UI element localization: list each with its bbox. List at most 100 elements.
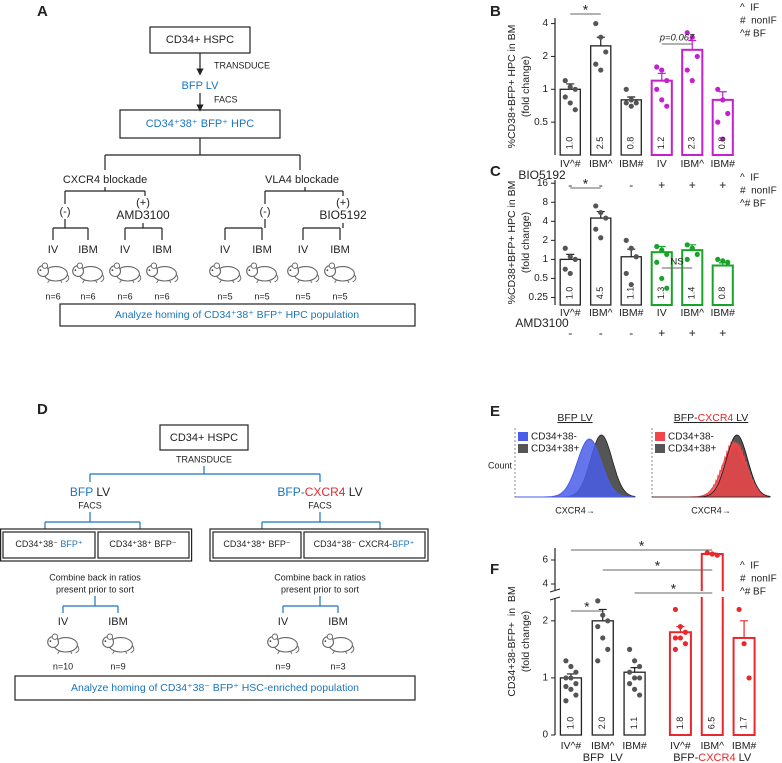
data-point [626,646,633,652]
treated-label: (+) [336,197,350,209]
label-part: LV [733,412,748,424]
node-label: CD34+ HSPC [166,34,234,46]
data-point [682,641,689,647]
data-point [654,259,660,265]
y-tick-label: 0.5 [534,273,548,284]
data-point [605,646,611,652]
treatment-sign: - [568,178,572,192]
significance-label: * [583,176,589,192]
label-part: BFP⁺ [392,539,415,549]
value-label: 6.5 [707,717,717,730]
legend-note: ^# BF [740,199,766,210]
significance-label: * [655,558,661,574]
data-point [605,618,611,624]
mouse-icon [109,262,142,283]
label: CD34⁺38⁻ BFP⁺ [15,539,83,549]
label-part: LV [736,752,752,763]
data-point [689,245,695,251]
label-part: CD34⁺38⁺ BFP⁻ [109,539,177,549]
n-label: n=5 [332,291,347,301]
mouse-icon [246,262,279,283]
data-point [603,215,609,221]
drug-label: AMD3100 [116,208,170,222]
y-tick-label: 16 [537,178,549,189]
y-tick-label: 8 [542,197,548,208]
data-point [563,658,569,664]
data-point [654,86,660,92]
legend-swatch [518,432,528,441]
data-point [746,675,752,681]
data-point [659,275,665,282]
data-point [633,100,639,106]
n-label: n=6 [45,291,60,301]
label-part: BFP- [277,485,304,499]
x-tick-label: IBM^ [680,158,704,170]
data-point [595,623,601,630]
label-part: BFP LV [557,412,592,424]
value-label: 0.8 [717,137,727,150]
control-label: (-) [60,206,71,218]
data-point [568,663,574,670]
data-point [567,100,573,106]
sort-group [0,528,193,562]
data-point [628,245,634,251]
label: BFP-CXCR4 LV [673,752,752,763]
diagram-a: CD34+ HSPC TRANSDUCE BFP LV FACS CD34⁺38… [52,26,416,327]
data-point [595,598,601,604]
data-point [709,551,715,557]
data-point [633,254,639,260]
data-point [567,270,573,277]
n-label: n=3 [330,661,345,671]
mouse-icon [146,262,179,283]
y-tick-label: 4 [542,18,548,29]
arm-label: VLA4 blockade [265,174,339,186]
data-point [741,641,747,647]
treatment-sign: - [599,326,603,340]
x-tick-label: IBM# [619,307,644,319]
data-point [689,34,695,40]
data-point [572,256,578,262]
x-tick-label: IV^# [561,740,582,752]
sort-box [2,531,96,559]
route-label: IBM [252,244,272,256]
significance-label: NS [670,257,683,268]
x-tick-label: IBM# [732,740,757,752]
panel-letter: B [490,3,501,20]
y-tick-label: 2 [542,615,548,626]
data-point [720,97,726,103]
node-label: CD34+ HSPC [170,432,238,444]
data-point [684,67,690,73]
mouse-icon [37,262,70,283]
data-point [715,256,721,262]
data-point [623,86,629,92]
combine-label: Combine back in ratios [274,572,366,582]
label-part: BFP LV [583,752,624,763]
data-point [623,237,629,243]
data-point [725,110,731,117]
data-point [704,550,710,556]
value-label: 1.8 [675,717,685,730]
sort-box [212,531,302,559]
x-tick-label: IBM^ [589,158,613,170]
y-axis-label: %CD38+BFP+ HPC in BM [506,25,518,149]
error-bar [740,620,749,638]
histogram-xlabel: CXCR4→ [555,505,595,515]
x-tick-label: IBM^ [680,307,704,319]
data-point [563,698,569,704]
label-part: BFP- [673,752,698,763]
legend-swatch [655,432,665,441]
label-part: BFP⁺ [60,539,83,549]
y-tick-label: 6 [542,555,548,566]
y-tick-label: 0.25 [529,292,549,303]
y-tick-label: 1 [542,673,548,684]
data-point [725,259,731,265]
node-box [159,424,249,451]
connector [104,138,301,170]
mouse-icon [287,262,320,283]
value-label: 1.3 [656,287,666,300]
value-label: 1.1 [629,717,639,730]
legend-note: ^ IF [740,173,759,184]
significance-label: * [584,599,590,615]
y-tick-label: 4 [542,579,548,590]
